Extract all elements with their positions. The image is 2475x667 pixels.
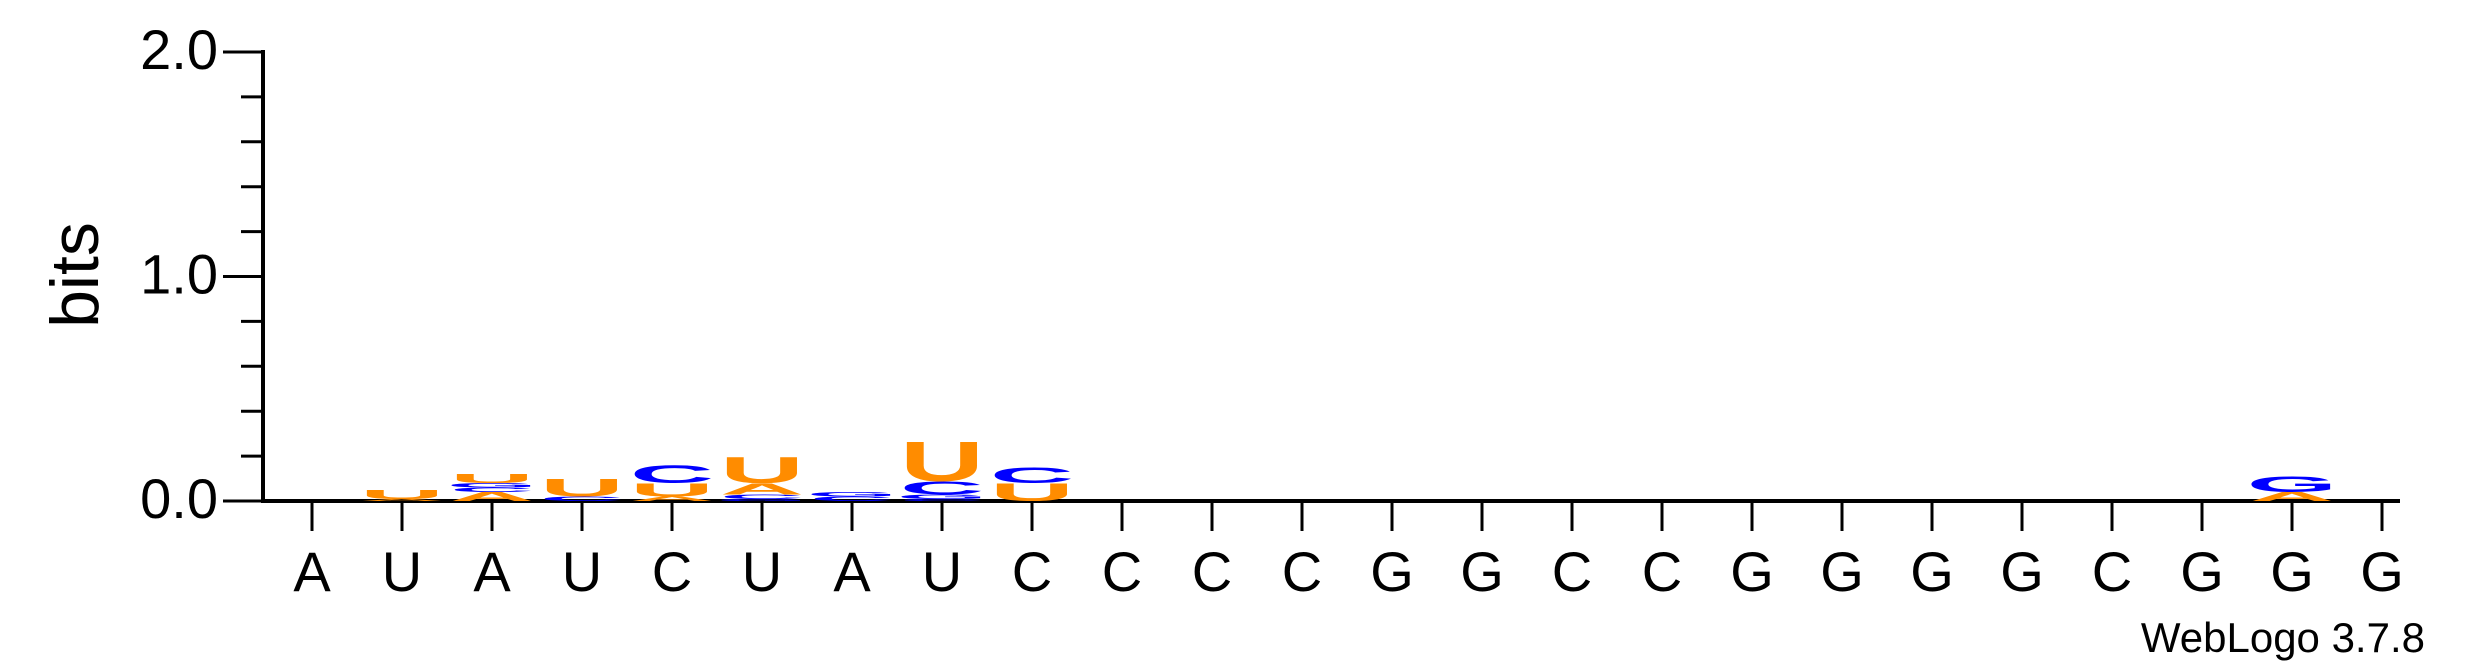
position-label: U <box>742 540 782 603</box>
position-label: C <box>1192 540 1232 603</box>
logo-letter-C: C <box>450 486 534 493</box>
position-label: C <box>1012 540 1052 603</box>
logo-letter-C: C <box>900 477 984 498</box>
weblogo-credit: WebLogo 3.7.8 <box>2141 614 2425 661</box>
logo-letter-G: G <box>717 498 808 501</box>
y-tick-label: 0.0 <box>140 467 218 530</box>
logo-letter-C: C <box>720 493 804 500</box>
position-label: C <box>1642 540 1682 603</box>
position-label: G <box>2360 540 2404 603</box>
logo-letter-G: G <box>807 491 898 498</box>
position-label: C <box>652 540 692 603</box>
logo-letter-U: U <box>990 479 1074 507</box>
position-label: G <box>1820 540 1864 603</box>
position-label: C <box>1552 540 1592 603</box>
logo-letter-U: U <box>720 450 804 491</box>
logo-letter-A: A <box>720 480 804 497</box>
position-label: C <box>1102 540 1142 603</box>
logo-letter-U: U <box>630 479 714 500</box>
position-label: A <box>473 540 511 603</box>
position-label: U <box>382 540 422 603</box>
y-axis-title: bits <box>37 222 113 328</box>
logo-letter-C: C <box>540 495 624 502</box>
logo-letter-C: C <box>630 461 714 489</box>
logo-letter-C: C <box>990 463 1074 487</box>
logo-letter-U: U <box>540 474 624 502</box>
position-label: A <box>833 540 871 603</box>
position-label: A <box>293 540 331 603</box>
position-label: G <box>1460 540 1504 603</box>
position-label: G <box>2270 540 2314 603</box>
logo-letter-G: G <box>897 493 988 500</box>
position-label: G <box>1910 540 1954 603</box>
position-label: G <box>2180 540 2224 603</box>
y-tick-label: 1.0 <box>140 243 218 306</box>
logo-letter-U: U <box>360 487 444 501</box>
logo-letter-U: U <box>900 431 984 494</box>
y-tick-label: 2.0 <box>140 18 218 81</box>
position-label: C <box>2092 540 2132 603</box>
position-label: G <box>1370 540 1414 603</box>
logo-letter-A: A <box>630 495 714 502</box>
logo-letter-A: A <box>2250 490 2334 504</box>
position-label: U <box>562 540 602 603</box>
logo-letter-C: C <box>810 495 894 502</box>
logo-letter-C: C <box>900 498 984 501</box>
logo-letter-A: A <box>360 498 444 501</box>
position-label: U <box>922 540 962 603</box>
logo-letter-G: G <box>2247 472 2338 496</box>
position-label: G <box>1730 540 1774 603</box>
logo-letter-A: A <box>450 490 534 504</box>
position-label: C <box>1282 540 1322 603</box>
logo-letter-U: U <box>450 472 534 486</box>
position-label: G <box>2000 540 2044 603</box>
y-axis: 0.0 1.0 2.0 <box>140 18 265 530</box>
logo-letter-G: G <box>447 482 538 489</box>
